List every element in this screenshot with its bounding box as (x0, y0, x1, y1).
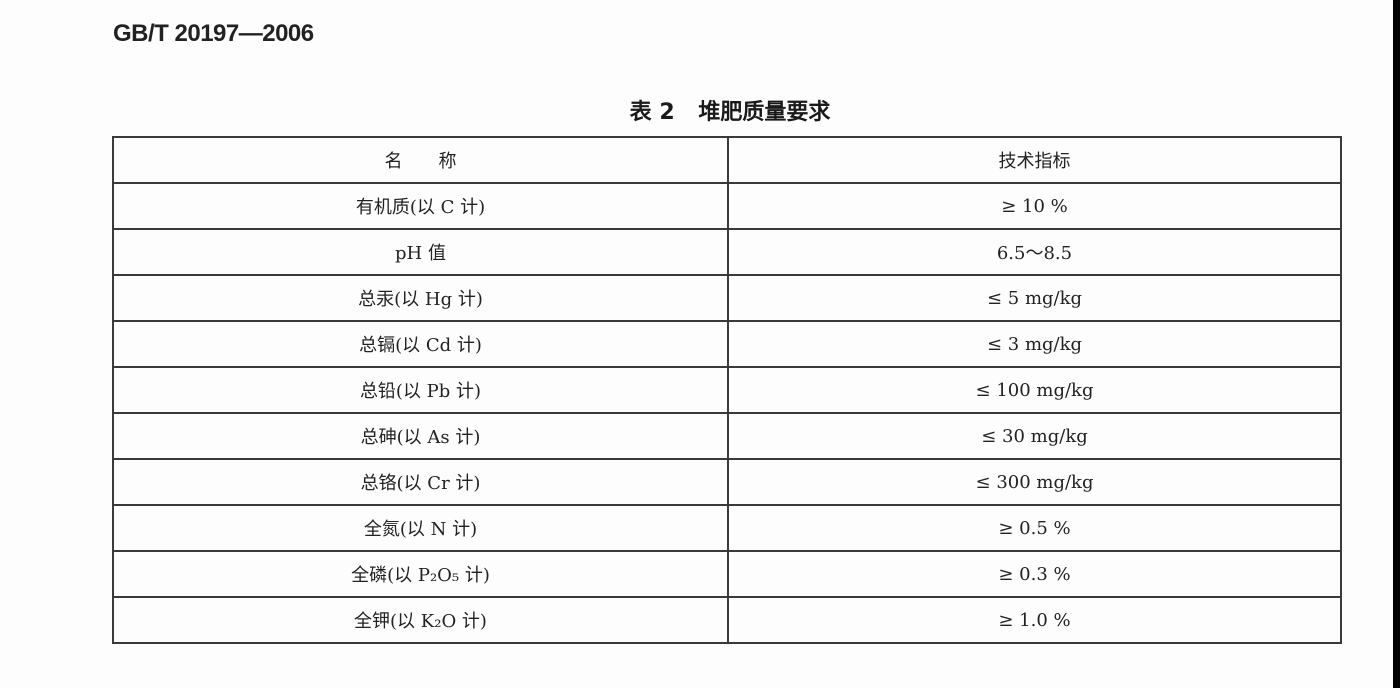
item-spec: ≥ 0.5 % (727, 504, 1342, 552)
standard-number: GB/T 20197—2006 (113, 20, 314, 47)
item-spec: ≥ 1.0 % (727, 596, 1342, 644)
table-row: pH 值 6.5～8.5 (112, 228, 1342, 276)
item-spec: ≥ 0.3 % (727, 550, 1342, 598)
table-row: 有机质(以 C 计) ≥ 10 % (112, 182, 1342, 230)
item-name: 总铅(以 Pb 计) (112, 366, 729, 414)
item-name: 总砷(以 As 计) (112, 412, 729, 460)
column-header-spec: 技术指标 (727, 136, 1342, 184)
item-spec: ≤ 100 mg/kg (727, 366, 1342, 414)
column-header-name: 名 称 (112, 136, 729, 184)
item-name: 全氮(以 N 计) (112, 504, 729, 552)
table-row: 总砷(以 As 计) ≤ 30 mg/kg (112, 412, 1342, 460)
table-row: 全氮(以 N 计) ≥ 0.5 % (112, 504, 1342, 552)
item-spec: ≤ 30 mg/kg (727, 412, 1342, 460)
table-number: 表 2 (629, 100, 675, 125)
item-spec: ≤ 3 mg/kg (727, 320, 1342, 368)
item-name: 全磷(以 P₂O₅ 计) (112, 550, 729, 598)
compost-quality-table: 名 称 技术指标 有机质(以 C 计) ≥ 10 % pH 值 6.5～8.5 总汞(以… (112, 136, 1342, 644)
table-row: 总铅(以 Pb 计) ≤ 100 mg/kg (112, 366, 1342, 414)
item-name: 总铬(以 Cr 计) (112, 458, 729, 506)
item-name: pH 值 (112, 228, 729, 276)
table-header-row: 名 称 技术指标 (112, 136, 1342, 184)
table-row: 总镉(以 Cd 计) ≤ 3 mg/kg (112, 320, 1342, 368)
table-row: 总铬(以 Cr 计) ≤ 300 mg/kg (112, 458, 1342, 506)
table-title: 堆肥质量要求 (698, 100, 831, 125)
table-caption: 表 2 堆肥质量要求 (0, 94, 1400, 126)
item-name: 总汞(以 Hg 计) (112, 274, 729, 322)
item-name: 总镉(以 Cd 计) (112, 320, 729, 368)
table-row: 总汞(以 Hg 计) ≤ 5 mg/kg (112, 274, 1342, 322)
item-spec: ≥ 10 % (727, 182, 1342, 230)
item-spec: ≤ 5 mg/kg (727, 274, 1342, 322)
item-name: 全钾(以 K₂O 计) (112, 596, 729, 644)
table-row: 全磷(以 P₂O₅ 计) ≥ 0.3 % (112, 550, 1342, 598)
table-row: 全钾(以 K₂O 计) ≥ 1.0 % (112, 596, 1342, 644)
item-spec: ≤ 300 mg/kg (727, 458, 1342, 506)
item-spec: 6.5～8.5 (727, 228, 1342, 276)
item-name: 有机质(以 C 计) (112, 182, 729, 230)
right-edge-bar (1393, 0, 1400, 688)
